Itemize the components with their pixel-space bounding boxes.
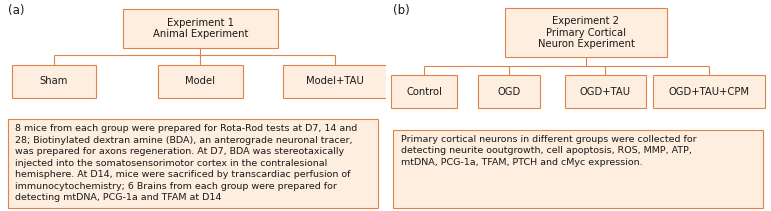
FancyBboxPatch shape <box>653 75 765 108</box>
FancyBboxPatch shape <box>564 75 645 108</box>
FancyBboxPatch shape <box>283 65 387 97</box>
Text: Experiment 2
Primary Cortical
Neuron Experiment: Experiment 2 Primary Cortical Neuron Exp… <box>537 16 635 49</box>
Text: Model: Model <box>186 76 215 86</box>
Text: Control: Control <box>406 87 442 97</box>
Text: OGD: OGD <box>497 87 520 97</box>
FancyBboxPatch shape <box>478 75 540 108</box>
FancyBboxPatch shape <box>12 65 96 97</box>
FancyBboxPatch shape <box>123 9 278 48</box>
Text: (b): (b) <box>393 4 410 17</box>
Text: (a): (a) <box>8 4 24 17</box>
FancyBboxPatch shape <box>8 119 378 208</box>
Text: Model+TAU: Model+TAU <box>306 76 365 86</box>
FancyBboxPatch shape <box>392 75 456 108</box>
Text: OGD+TAU: OGD+TAU <box>580 87 631 97</box>
Text: OGD+TAU+CPM: OGD+TAU+CPM <box>668 87 750 97</box>
Text: Sham: Sham <box>40 76 68 86</box>
FancyBboxPatch shape <box>393 130 763 208</box>
Text: Primary cortical neurons in different groups were collected for
detecting neurit: Primary cortical neurons in different gr… <box>401 135 696 167</box>
Text: 8 mice from each group were prepared for Rota-Rod tests at D7, 14 and
28; Biotin: 8 mice from each group were prepared for… <box>15 124 358 202</box>
FancyBboxPatch shape <box>505 8 667 57</box>
FancyBboxPatch shape <box>158 65 243 97</box>
Text: Experiment 1
Animal Experiment: Experiment 1 Animal Experiment <box>153 18 248 39</box>
